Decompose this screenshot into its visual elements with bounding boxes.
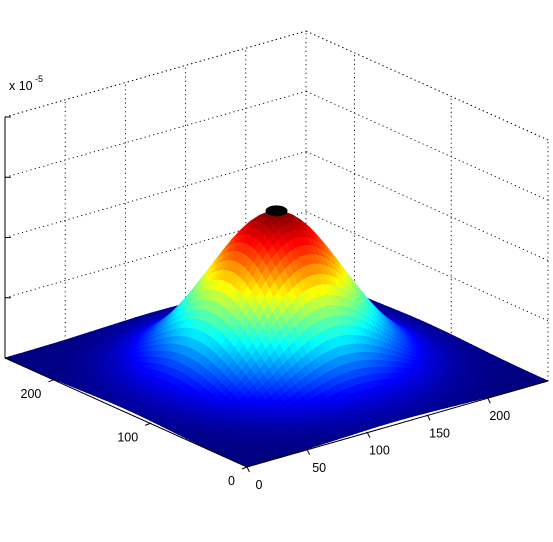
x-tick-label: 100 bbox=[369, 444, 390, 458]
y-tick-mark bbox=[145, 422, 151, 426]
axes bbox=[4, 116, 549, 473]
grid-line-top-back bbox=[4, 30, 307, 118]
y-axis-line bbox=[4, 357, 248, 468]
y-tick-mark bbox=[241, 466, 248, 470]
x-tick-label: 0 bbox=[256, 478, 263, 492]
y-tick-label: 200 bbox=[21, 387, 42, 401]
x-tick-mark bbox=[306, 449, 311, 456]
y-tick-label: 100 bbox=[117, 430, 138, 444]
tick-labels: 0 50 100 150 200 0 100 200 bbox=[21, 387, 511, 492]
svg-text:-5: -5 bbox=[35, 74, 43, 84]
grid-line-side-wall-z bbox=[305, 90, 549, 201]
x-tick-mark bbox=[246, 466, 250, 473]
surface-mesh bbox=[4, 205, 549, 468]
x-axis-line bbox=[246, 380, 549, 468]
z-exponent-label: x 10 -5 bbox=[9, 74, 43, 93]
grid-line-back-wall-z bbox=[4, 90, 307, 178]
x-tick-mark bbox=[366, 432, 371, 438]
grid-line-side-wall-z bbox=[305, 211, 549, 322]
grid-line-top-side bbox=[305, 30, 549, 141]
grid-line-back-wall-z bbox=[4, 30, 307, 118]
y-tick-label: 0 bbox=[228, 474, 235, 488]
x-tick-label: 200 bbox=[489, 409, 510, 423]
svg-text:x 10: x 10 bbox=[9, 79, 33, 93]
x-tick-label: 150 bbox=[429, 426, 450, 440]
x-tick-mark bbox=[427, 415, 431, 421]
grid-line-side-wall-z bbox=[305, 151, 549, 261]
peak-marker bbox=[265, 205, 288, 217]
x-tick-label: 50 bbox=[312, 461, 326, 475]
y-tick-mark bbox=[48, 379, 54, 383]
x-tick-mark bbox=[487, 397, 491, 404]
